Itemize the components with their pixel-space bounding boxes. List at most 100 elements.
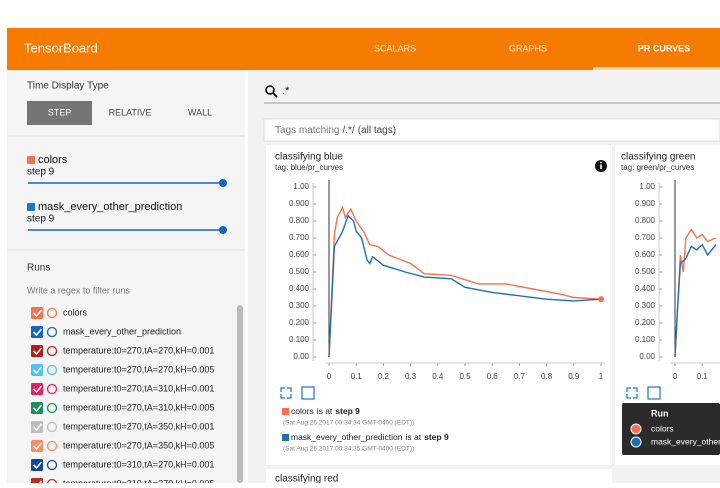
- tooltip: Run colors mask_every_other_prediction: [622, 403, 720, 455]
- run-color-picker[interactable]: [46, 459, 58, 471]
- expand-button[interactable]: [280, 387, 292, 399]
- fit-button[interactable]: [301, 386, 315, 400]
- run-checkbox[interactable]: [31, 326, 43, 338]
- run-checkbox[interactable]: [31, 383, 43, 395]
- x-tick-label: 0.5: [459, 372, 471, 381]
- header-bar: [7, 28, 720, 70]
- y-tick-label: 0.300: [289, 301, 310, 310]
- chart-tag: tag: green/pr_curves: [621, 163, 694, 172]
- info-icon: [600, 164, 602, 169]
- checkmark: [32, 309, 43, 318]
- run-checkbox[interactable]: [31, 459, 43, 471]
- y-tick-label: 0.00: [293, 352, 309, 361]
- y-tick-label: 0.800: [289, 216, 310, 225]
- run-color-picker[interactable]: [46, 402, 58, 414]
- y-tick-label: 0.600: [289, 250, 310, 259]
- tooltip-swatch: [630, 436, 642, 448]
- run-name: mask_every_other_prediction: [38, 201, 182, 213]
- chart-title: classifying green: [621, 152, 695, 163]
- run-color-picker[interactable]: [46, 345, 58, 357]
- pr-curve: [674, 228, 717, 358]
- run-checkbox[interactable]: [31, 421, 43, 433]
- search-query[interactable]: .*: [282, 85, 290, 97]
- y-tick-label: 0.400: [635, 284, 656, 293]
- run-color-picker[interactable]: [46, 383, 58, 395]
- pr-curve: [328, 205, 602, 358]
- run-step: step 9: [27, 167, 55, 178]
- chart: 0.00 0.100 0.200 0.300 0.400 0.500 0.600 0.700 0…: [289, 180, 605, 381]
- tags-suffix: (all tags): [358, 125, 396, 136]
- y-tick-label: 0.200: [635, 318, 656, 327]
- tab[interactable]: PR CURVES: [638, 43, 690, 53]
- y-tick-label: 0.300: [635, 301, 656, 310]
- run-color-picker[interactable]: [46, 440, 58, 452]
- run-checkbox[interactable]: [31, 345, 43, 357]
- legend-entry: mask_every_other_prediction is at step 9: [291, 432, 449, 442]
- legend-step: step 9: [335, 406, 360, 416]
- tags-matching: Tags matching/.*/ (all tags): [275, 125, 396, 136]
- slider-thumb[interactable]: [219, 179, 227, 187]
- pr-curve: [328, 214, 602, 358]
- run-name: temperature:t0=310,tA=270,kH=0.001: [63, 459, 214, 469]
- run-name: temperature:t0=270,tA=270,kH=0.005: [63, 364, 214, 374]
- legend-step: step 9: [424, 432, 449, 442]
- active-tab-indicator: [593, 67, 720, 70]
- run-checkbox[interactable]: [31, 307, 43, 319]
- runs-title: Runs: [27, 263, 50, 274]
- run-color-picker[interactable]: [46, 326, 58, 338]
- pr-curve: [674, 243, 717, 358]
- run-checkbox[interactable]: [31, 364, 43, 376]
- run-checkbox[interactable]: [31, 402, 43, 414]
- y-tick-label: 0.100: [289, 335, 310, 344]
- section-label: Time Display Type: [27, 81, 109, 92]
- y-tick-label: 0.800: [635, 216, 656, 225]
- chart-card: [266, 145, 612, 465]
- legend-swatch: [282, 408, 289, 415]
- legend-entry: colors is at step 9: [291, 406, 360, 416]
- legend-time: (Sat Aug 26 2017 00:34:34 GMT-0400 (EDT)…: [283, 420, 414, 427]
- slider-thumb[interactable]: [219, 226, 227, 234]
- x-tick-label: 0.3: [405, 372, 417, 381]
- run-name: mask_every_other_prediction: [63, 326, 181, 336]
- checkmark: [32, 461, 43, 470]
- time-button-label[interactable]: STEP: [48, 107, 72, 117]
- run-name: temperature:t0=270,tA=270,kH=0.001: [63, 345, 214, 355]
- checkmark: [32, 385, 43, 394]
- filter-input[interactable]: Write a regex to filter runs: [27, 285, 130, 295]
- scrollbar[interactable]: [237, 305, 243, 483]
- tab[interactable]: GRAPHS: [509, 43, 547, 53]
- time-buttons: STEP RELATIVE WALL: [27, 101, 212, 125]
- chart-tag: tag: blue/pr_curves: [275, 163, 343, 172]
- run-checkbox[interactable]: [31, 440, 43, 452]
- tooltip-swatch: [630, 423, 642, 435]
- chart-card: [266, 469, 612, 483]
- fit-button[interactable]: [647, 386, 661, 400]
- tooltip-run: mask_every_other_prediction: [651, 436, 720, 446]
- app-title: TensorBoard: [24, 40, 98, 55]
- run-swatch: [27, 156, 35, 164]
- run-color-picker[interactable]: [46, 421, 58, 433]
- x-tick-label: 0.8: [541, 372, 553, 381]
- time-button-label[interactable]: WALL: [188, 107, 212, 117]
- run-name: colors: [38, 154, 68, 166]
- tab[interactable]: SCALARS: [374, 43, 416, 53]
- time-button[interactable]: [27, 101, 92, 125]
- run-color-picker[interactable]: [46, 364, 58, 376]
- time-button-label[interactable]: RELATIVE: [109, 107, 152, 117]
- x-tick-label: 0.6: [487, 372, 499, 381]
- expand-button[interactable]: [626, 387, 638, 399]
- legend-text: is at: [406, 432, 422, 442]
- y-tick-label: 0.00: [639, 352, 655, 361]
- run-color-picker[interactable]: [46, 307, 58, 319]
- legend-swatch: [282, 434, 289, 441]
- x-tick-label: 0.7: [514, 372, 526, 381]
- y-tick-label: 0.200: [289, 318, 310, 327]
- x-tick-label: 0.2: [378, 372, 390, 381]
- checkmark: [32, 328, 43, 337]
- x-tick-label: 0: [327, 372, 332, 381]
- x-tick-label: 1: [599, 372, 604, 381]
- chart-title: classifying red: [275, 474, 338, 483]
- x-tick-label: 0.1: [697, 372, 709, 381]
